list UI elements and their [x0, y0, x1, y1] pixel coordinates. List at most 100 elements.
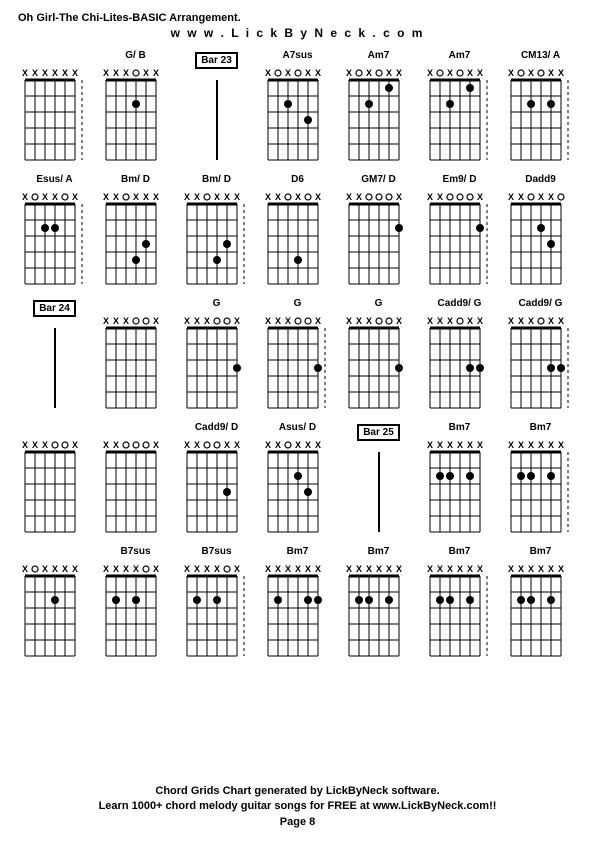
chord-svg-wrap	[181, 64, 253, 164]
svg-text:X: X	[102, 564, 108, 574]
chord-diagram	[343, 436, 415, 536]
svg-text:X: X	[112, 316, 118, 326]
svg-text:X: X	[112, 564, 118, 574]
chord-svg-wrap: XXXX	[100, 312, 172, 412]
svg-text:X: X	[193, 316, 199, 326]
svg-text:X: X	[314, 316, 320, 326]
chord-label: CM13/ A	[521, 50, 560, 64]
svg-text:X: X	[264, 68, 270, 78]
svg-text:X: X	[345, 68, 351, 78]
svg-text:X: X	[102, 316, 108, 326]
svg-text:X: X	[476, 564, 482, 574]
chord-diagram: XXXX	[19, 436, 91, 536]
chord-cell: Cadd9/ GXXXXX	[505, 298, 577, 418]
svg-text:X: X	[527, 564, 533, 574]
chord-svg-wrap: XXXXXX	[262, 560, 334, 660]
chord-svg-wrap	[343, 436, 415, 536]
chord-cell: Em9/ DXXX	[424, 174, 496, 294]
chord-label: B7sus	[120, 546, 150, 560]
svg-text:X: X	[213, 192, 219, 202]
chord-cell: Esus/ AXXXX	[19, 174, 91, 294]
chord-diagram: XXXXXX	[343, 560, 415, 660]
chord-diagram: XXXXXX	[262, 560, 334, 660]
svg-text:X: X	[71, 564, 77, 574]
svg-text:X: X	[21, 440, 27, 450]
chord-label: G	[375, 298, 383, 312]
chord-cell: Cadd9/ DXXXX	[181, 422, 253, 542]
chord-diagram: XXXX	[19, 188, 91, 288]
svg-text:X: X	[557, 564, 563, 574]
chord-svg-wrap: XXXX	[262, 64, 334, 164]
svg-text:X: X	[132, 564, 138, 574]
chord-cell: B7susXXXXX	[181, 546, 253, 666]
page-footer: Chord Grids Chart generated by LickByNec…	[0, 784, 595, 830]
chord-diagram: XXXXX	[181, 560, 253, 660]
svg-text:X: X	[355, 192, 361, 202]
svg-text:X: X	[152, 68, 158, 78]
chord-label: Am7	[449, 50, 471, 64]
svg-text:X: X	[476, 316, 482, 326]
chord-cell: XXXXXX	[19, 50, 91, 170]
chord-label: Bm7	[530, 422, 552, 436]
svg-text:X: X	[274, 192, 280, 202]
svg-text:X: X	[436, 316, 442, 326]
svg-text:X: X	[517, 192, 523, 202]
chord-cell: XXXX	[19, 422, 91, 542]
svg-text:X: X	[507, 440, 513, 450]
chord-cell: CM13/ AXXXX	[505, 50, 577, 170]
svg-text:X: X	[436, 564, 442, 574]
svg-text:X: X	[122, 316, 128, 326]
chord-svg-wrap: XXXXX	[181, 188, 253, 288]
chord-diagram: XXXXX	[100, 188, 172, 288]
svg-text:X: X	[446, 564, 452, 574]
svg-text:X: X	[61, 564, 67, 574]
chord-svg-wrap: XXXX	[262, 312, 334, 412]
chord-label: Cadd9/ G	[519, 298, 563, 312]
chord-cell: B7susXXXXX	[100, 546, 172, 666]
svg-text:X: X	[152, 316, 158, 326]
svg-text:X: X	[233, 192, 239, 202]
svg-text:X: X	[71, 440, 77, 450]
svg-text:X: X	[446, 440, 452, 450]
svg-text:X: X	[355, 564, 361, 574]
svg-text:X: X	[537, 440, 543, 450]
page-subtitle: w w w . L i c k B y N e c k . c o m	[18, 26, 577, 40]
svg-text:X: X	[152, 440, 158, 450]
chord-diagram: XXXXXX	[19, 64, 91, 164]
chord-diagram: XXXXX	[505, 312, 577, 412]
svg-text:X: X	[557, 440, 563, 450]
chord-svg-wrap: XXXX	[181, 312, 253, 412]
chord-label: Bm7	[530, 546, 552, 560]
svg-text:X: X	[527, 440, 533, 450]
chord-svg-wrap: XXXXXX	[505, 436, 577, 536]
svg-text:X: X	[112, 68, 118, 78]
chord-svg-wrap: XXXXXX	[19, 64, 91, 164]
chord-cell: Am7XXXX	[343, 50, 415, 170]
svg-text:X: X	[304, 564, 310, 574]
svg-text:X: X	[203, 316, 209, 326]
svg-text:X: X	[21, 564, 27, 574]
chord-diagram: XXXXXX	[424, 560, 496, 660]
svg-text:X: X	[183, 192, 189, 202]
chord-svg-wrap: XXXXX	[181, 560, 253, 660]
chord-label: B7sus	[201, 546, 231, 560]
svg-text:X: X	[375, 564, 381, 574]
footer-line-3: Page 8	[0, 815, 595, 830]
svg-text:X: X	[476, 192, 482, 202]
chord-diagram: XXXXX	[100, 64, 172, 164]
chord-diagram: XXXXXX	[505, 560, 577, 660]
svg-text:X: X	[527, 316, 533, 326]
chord-label: Bm/ D	[202, 174, 231, 188]
chord-cell: GM7/ DXXX	[343, 174, 415, 294]
chord-diagram: XXXX	[181, 312, 253, 412]
chord-cell: Bm7XXXXXX	[424, 546, 496, 666]
chord-cell: GXXXX	[181, 298, 253, 418]
svg-text:X: X	[517, 316, 523, 326]
chord-diagram: XXXX	[343, 312, 415, 412]
chord-diagram: XXXXX	[19, 560, 91, 660]
svg-text:X: X	[426, 192, 432, 202]
svg-text:X: X	[395, 192, 401, 202]
svg-text:X: X	[517, 440, 523, 450]
chord-svg-wrap: XXXXX	[19, 560, 91, 660]
svg-text:X: X	[284, 316, 290, 326]
